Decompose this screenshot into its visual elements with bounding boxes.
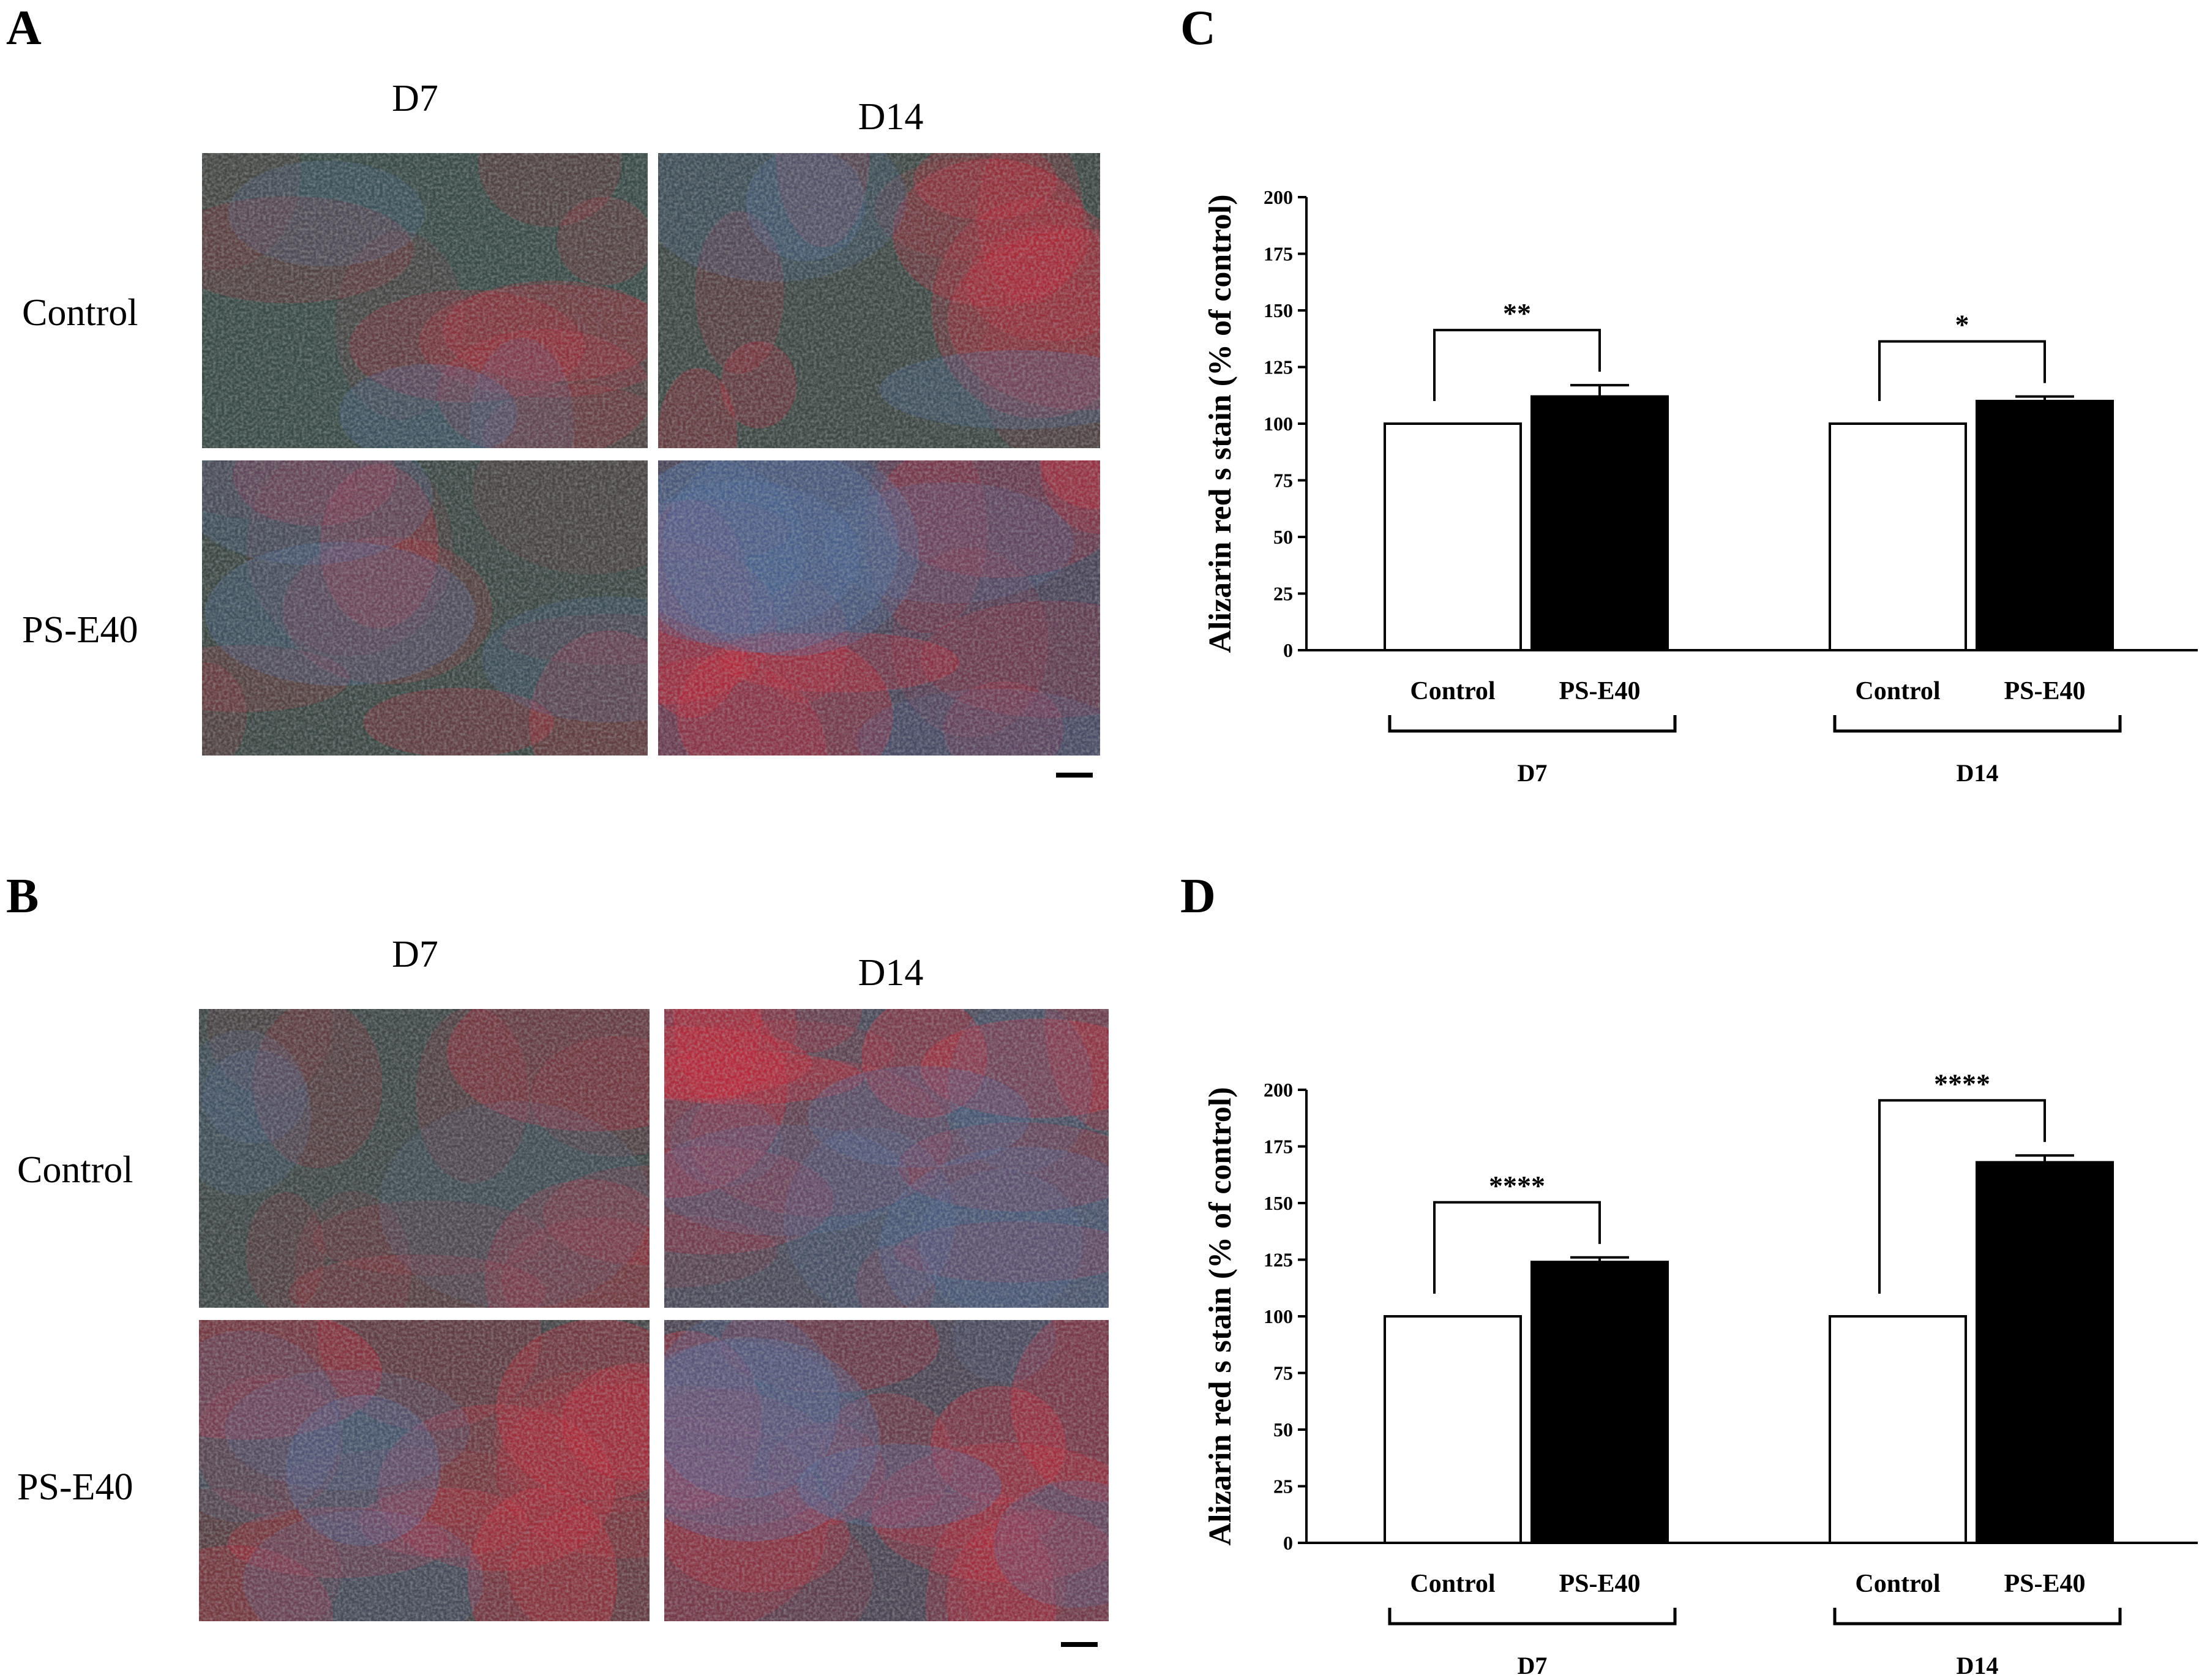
row-label-b-control: Control (17, 1149, 133, 1191)
group-brace-d7 (1388, 1608, 1677, 1626)
category-label-d14-control: Control (1855, 677, 1940, 705)
y-tick-label-200: 200 (1264, 186, 1293, 208)
col-label-a-d7: D7 (392, 78, 438, 119)
micrograph-b-pse40-d14 (664, 1320, 1109, 1621)
y-tick-label-150: 150 (1264, 1192, 1293, 1214)
bar-d14-control (1829, 422, 1967, 651)
category-label-d14-control: Control (1855, 1570, 1940, 1598)
y-axis-label: Alizarin red s stain (% of control) (1203, 194, 1238, 653)
category-label-d7-control: Control (1410, 677, 1495, 705)
panel-letter-c: C (1180, 1, 1216, 55)
chart-c: Alizarin red s stain (% of control) 0 25 50… (1203, 186, 2198, 787)
y-tick-label-75: 75 (1273, 1362, 1293, 1384)
group-brace-d7 (1388, 715, 1677, 733)
row-label-b-pse40: PS-E40 (17, 1466, 133, 1508)
y-tick-label-50: 50 (1273, 1419, 1293, 1441)
panel-letter-d: D (1180, 869, 1216, 923)
y-tick-label-25: 25 (1273, 583, 1293, 605)
col-label-b-d14: D14 (858, 952, 924, 994)
micrograph-a-control-d14 (658, 153, 1100, 448)
group-label-d7: D7 (1518, 759, 1548, 787)
category-label-d14-ps-e40: PS-E40 (2004, 677, 2085, 705)
panel-letter-a: A (6, 1, 42, 55)
col-label-a-d14: D14 (858, 96, 924, 138)
significance-marker-d14: * (1955, 309, 1969, 340)
group-brace-d14 (1833, 1608, 2122, 1626)
micrograph-b-control-d7 (199, 1009, 650, 1308)
micrograph-b-control-d14 (664, 1009, 1109, 1308)
y-tick-label-25: 25 (1273, 1476, 1293, 1498)
y-axis-label: Alizarin red s stain (% of control) (1203, 1087, 1238, 1545)
micrograph-a-control-d7 (202, 153, 648, 448)
bar-d14-control (1829, 1315, 1967, 1544)
bar-d14-ps-e40 (1976, 1161, 2114, 1544)
y-tick-label-175: 175 (1264, 1136, 1293, 1158)
significance-marker-d7: **** (1489, 1170, 1545, 1201)
scale-bar-b (1061, 1642, 1098, 1647)
category-label-d7-control: Control (1410, 1570, 1495, 1598)
y-tick-label-0: 0 (1283, 1532, 1293, 1554)
y-tick-label-100: 100 (1264, 413, 1293, 435)
bar-d7-control (1384, 422, 1522, 651)
y-tick-label-125: 125 (1264, 1249, 1293, 1271)
row-label-a-pse40: PS-E40 (22, 609, 138, 651)
col-label-b-d7: D7 (392, 934, 438, 975)
bar-d7-control (1384, 1315, 1522, 1544)
group-label-d14: D14 (1957, 759, 1999, 787)
y-tick-label-150: 150 (1264, 299, 1293, 321)
significance-bracket-d14 (1878, 1099, 2046, 1294)
micrograph-b-pse40-d7 (199, 1320, 650, 1621)
panel-letter-b: B (6, 869, 39, 923)
micrograph-a-pse40-d7 (202, 460, 648, 756)
y-tick-label-50: 50 (1273, 526, 1293, 548)
group-brace-d14 (1833, 715, 2122, 733)
y-tick-label-200: 200 (1264, 1079, 1293, 1101)
row-label-a-control: Control (22, 292, 138, 334)
chart-d: Alizarin red s stain (% of control) 0 25 50… (1203, 1068, 2198, 1679)
significance-bracket-d7 (1433, 329, 1601, 401)
group-label-d14: D14 (1957, 1652, 1999, 1679)
y-tick-label-175: 175 (1264, 243, 1293, 265)
significance-bracket-d14 (1878, 340, 2046, 401)
category-label-d7-ps-e40: PS-E40 (1559, 677, 1640, 705)
y-tick-label-100: 100 (1264, 1305, 1293, 1327)
micrograph-a-pse40-d14 (658, 460, 1100, 756)
category-label-d14-ps-e40: PS-E40 (2004, 1570, 2085, 1598)
y-tick-label-0: 0 (1283, 639, 1293, 661)
significance-marker-d7: ** (1503, 298, 1531, 329)
significance-bracket-d7 (1433, 1201, 1601, 1294)
bar-d7-ps-e40 (1530, 395, 1669, 651)
y-tick-label-75: 75 (1273, 470, 1293, 492)
bar-d7-ps-e40 (1530, 1261, 1669, 1544)
group-label-d7: D7 (1518, 1652, 1548, 1679)
scale-bar-a (1056, 773, 1093, 778)
y-tick-label-125: 125 (1264, 356, 1293, 378)
significance-marker-d14: **** (1934, 1068, 1990, 1099)
bar-d14-ps-e40 (1976, 400, 2114, 651)
category-label-d7-ps-e40: PS-E40 (1559, 1570, 1640, 1598)
